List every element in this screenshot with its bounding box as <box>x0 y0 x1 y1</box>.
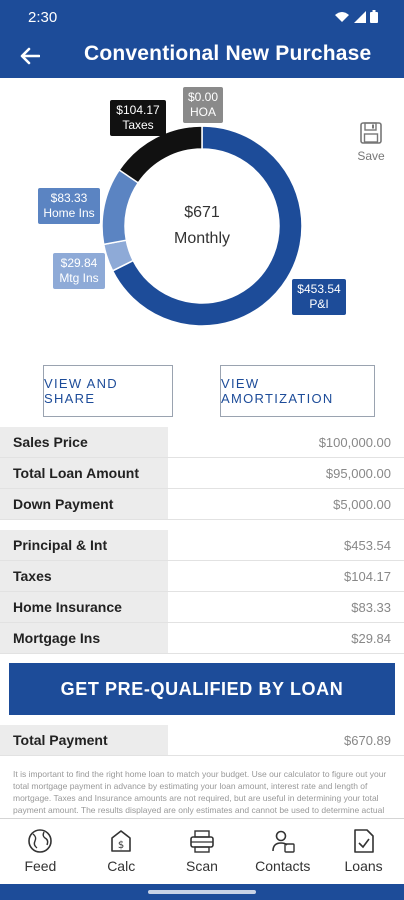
payment-breakdown-table: Principal & Int $453.54 Taxes $104.17 Ho… <box>0 530 404 654</box>
table-row-down-payment: Down Payment $5,000.00 <box>0 489 404 520</box>
chart-label-taxes: $104.17 Taxes <box>110 100 166 136</box>
chart-label-pi-name: P&I <box>309 297 329 311</box>
row-label: Sales Price <box>0 427 168 457</box>
chart-label-mtg-ins-name: Mtg Ins <box>59 271 99 285</box>
chart-label-pi: $453.54 P&I <box>292 279 346 315</box>
disclaimer-text: It is important to find the right home l… <box>13 769 387 815</box>
chart-label-home-ins-name: Home Ins <box>43 206 95 220</box>
row-value: $104.17 <box>344 568 391 584</box>
view-and-share-button[interactable]: VIEW AND SHARE <box>43 365 173 417</box>
nav-item-contacts[interactable]: Contacts <box>242 819 323 884</box>
row-value: $100,000.00 <box>318 434 391 450</box>
row-value: $29.84 <box>351 630 391 646</box>
nav-item-feed[interactable]: Feed <box>0 819 81 884</box>
total-payment-table: Total Payment $670.89 <box>0 725 404 756</box>
bottom-nav: Feed $ Calc Scan Contacts Loans <box>0 818 404 884</box>
view-amortization-button[interactable]: VIEW AMORTIZATION <box>220 365 375 417</box>
chart-label-hoa-value: $0.00 <box>188 90 219 104</box>
contacts-icon <box>271 830 295 853</box>
nav-item-scan[interactable]: Scan <box>162 819 243 884</box>
row-label: Mortgage Ins <box>0 623 168 653</box>
get-pre-qualified-button[interactable]: GET PRE-QUALIFIED BY LOAN <box>9 663 395 715</box>
table-row-mortgage-ins: Mortgage Ins $29.84 <box>0 623 404 654</box>
chart-center-amount: $671 <box>184 204 220 221</box>
save-label: Save <box>357 149 385 163</box>
battery-icon <box>370 10 378 23</box>
app-bar: Conventional New Purchase <box>0 34 404 78</box>
nav-label: Calc <box>107 858 136 874</box>
nav-item-loans[interactable]: Loans <box>323 819 404 884</box>
chart-label-home-ins-value: $83.33 <box>50 191 88 205</box>
gesture-bar <box>0 884 404 900</box>
nav-label: Feed <box>24 858 57 874</box>
status-time: 2:30 <box>28 9 58 26</box>
chart-label-mtg-ins: $29.84 Mtg Ins <box>53 253 105 289</box>
donut-slice-p-i <box>111 125 303 327</box>
chart-label-pi-value: $453.54 <box>297 282 341 296</box>
row-label: Taxes <box>0 561 168 591</box>
table-row-home-insurance: Home Insurance $83.33 <box>0 592 404 623</box>
wifi-icon <box>335 11 349 22</box>
gesture-handle[interactable] <box>148 890 256 894</box>
scanner-icon <box>190 830 214 853</box>
chart-label-hoa-name: HOA <box>189 105 216 119</box>
table-row-total-loan-amount: Total Loan Amount $95,000.00 <box>0 458 404 489</box>
row-value: $453.54 <box>344 537 391 553</box>
arrow-left-icon <box>20 47 40 65</box>
globe-icon <box>28 829 53 853</box>
status-bar: 2:30 <box>0 0 404 34</box>
chart-label-taxes-value: $104.17 <box>116 103 160 117</box>
chart-label-mtg-ins-value: $29.84 <box>60 256 98 270</box>
row-label: Down Payment <box>0 489 168 519</box>
row-label: Principal & Int <box>0 530 168 560</box>
status-icons <box>334 10 378 23</box>
payment-donut-chart <box>101 125 303 327</box>
row-value: $83.33 <box>351 599 391 615</box>
nav-label: Loans <box>344 858 383 874</box>
chart-label-home-ins: $83.33 Home Ins <box>38 188 100 224</box>
floppy-disk-icon <box>360 122 382 144</box>
loan-summary-table: Sales Price $100,000.00 Total Loan Amoun… <box>0 427 404 520</box>
row-label: Home Insurance <box>0 592 168 622</box>
back-button[interactable] <box>14 40 46 72</box>
nav-label: Scan <box>186 858 218 874</box>
donut-slice-home-ins <box>101 168 140 246</box>
chart-label-taxes-name: Taxes <box>122 118 154 132</box>
row-value: $95,000.00 <box>325 465 391 481</box>
save-button[interactable]: Save <box>356 122 386 163</box>
table-row-principal-int: Principal & Int $453.54 <box>0 530 404 561</box>
row-label: Total Loan Amount <box>0 458 168 488</box>
chart-label-hoa: $0.00 HOA <box>183 87 223 123</box>
donut-slice-taxes <box>118 125 203 184</box>
document-check-icon <box>353 829 374 853</box>
calculator-icon: $ <box>111 830 131 852</box>
table-row-total-payment: Total Payment $670.89 <box>0 725 404 756</box>
nav-item-calc[interactable]: $ Calc <box>81 819 162 884</box>
page-title: Conventional New Purchase <box>84 42 372 65</box>
signal-icon <box>354 10 366 23</box>
row-label: Total Payment <box>0 725 168 755</box>
row-value: $670.89 <box>344 732 391 748</box>
table-row-sales-price: Sales Price $100,000.00 <box>0 427 404 458</box>
svg-text:$: $ <box>118 840 124 851</box>
payment-chart-area: $671 Monthly $104.17 Taxes $0.00 HOA $83… <box>0 78 404 358</box>
chart-center-label: Monthly <box>173 230 231 247</box>
table-row-taxes: Taxes $104.17 <box>0 561 404 592</box>
row-value: $5,000.00 <box>333 496 391 512</box>
nav-label: Contacts <box>255 858 311 874</box>
